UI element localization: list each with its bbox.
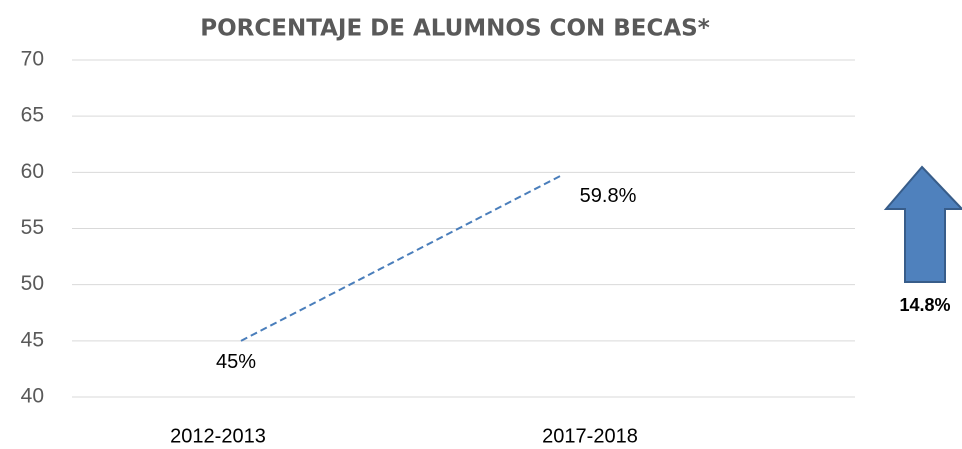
y-tick-label: 45 — [21, 328, 44, 351]
line-series — [240, 173, 564, 342]
x-tick-label: 2012-2013 — [170, 425, 266, 447]
y-tick-label: 40 — [21, 385, 44, 408]
y-tick-label: 50 — [21, 272, 44, 295]
y-tick-label: 70 — [21, 48, 44, 71]
y-tick-label: 60 — [21, 160, 44, 183]
data-label: 45% — [216, 351, 256, 373]
x-tick-label: 2017-2018 — [542, 425, 638, 447]
data-label: 59.8% — [580, 185, 637, 207]
annotation: 14.8% — [899, 295, 950, 315]
y-tick-label: 55 — [21, 216, 44, 239]
up-arrow — [883, 165, 962, 283]
chart-title: PORCENTAJE DE ALUMNOS CON BECAS* — [200, 16, 710, 42]
y-tick-label: 65 — [21, 104, 44, 127]
